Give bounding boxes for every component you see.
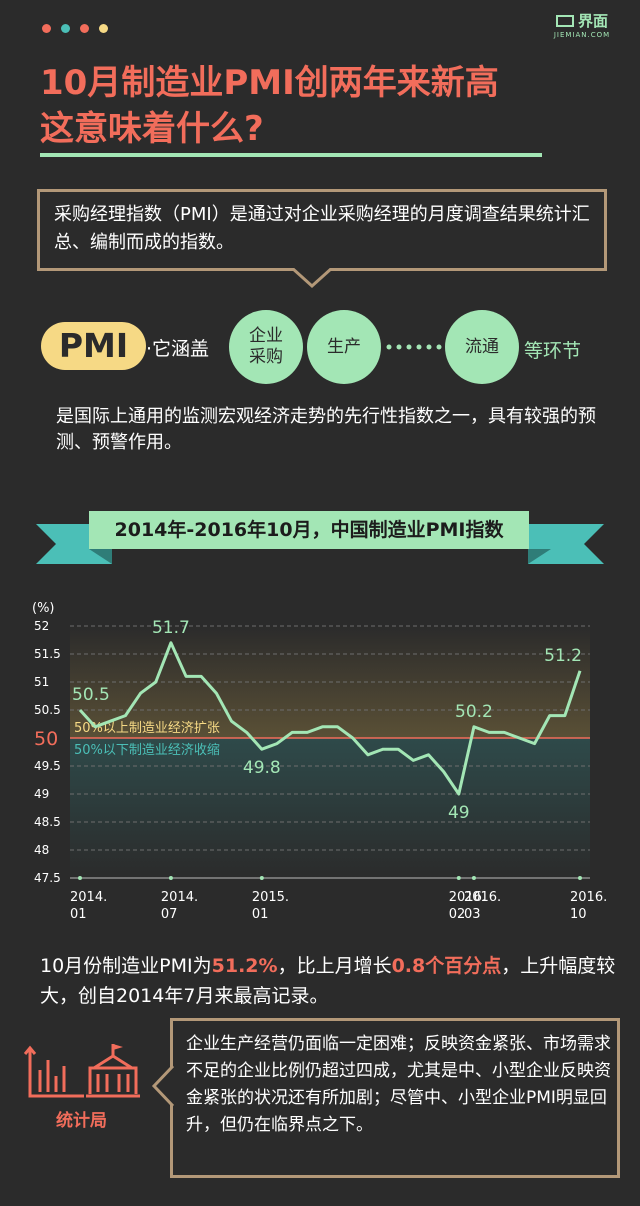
contraction-label: 50%以下制造业经济收缩 xyxy=(74,742,220,758)
y-tick-label: 48 xyxy=(34,843,49,857)
x-tick-label-month: 03 xyxy=(464,907,481,922)
summary-part-1: 10月份制造业PMI为 xyxy=(40,955,212,977)
logo-icon xyxy=(555,14,574,27)
jiemian-logo: 界面 JIEMIAN.COM xyxy=(551,10,613,39)
logo-text: 界面 xyxy=(577,12,608,30)
data-label: 51.2 xyxy=(544,646,582,666)
y-tick-label: 51 xyxy=(34,675,49,689)
summary-value-pmi: 51.2% xyxy=(211,955,278,977)
x-tick-label-month: 10 xyxy=(570,907,587,922)
x-tick-label-year: 2015. xyxy=(252,890,289,905)
x-tick-marker xyxy=(168,876,173,880)
y-axis-unit: (%) xyxy=(32,601,55,616)
circle-circulation: 流通 xyxy=(445,310,519,384)
circle-circulation-label: 流通 xyxy=(465,336,499,357)
tail-text: 等环节 xyxy=(524,340,582,362)
x-tick-marker xyxy=(259,876,264,880)
covers-text: ·它涵盖 xyxy=(146,338,210,360)
summary-value-increase: 0.8个百分点 xyxy=(391,955,502,977)
y-tick-label: 48.5 xyxy=(34,815,61,829)
expansion-label: 50%以上制造业经济扩张 xyxy=(74,721,220,736)
x-tick-marker xyxy=(78,876,82,880)
statistics-bureau-icon xyxy=(24,1044,140,1098)
summary-part-2: ，比上月增长 xyxy=(277,955,392,977)
x-tick-marker xyxy=(578,876,582,880)
note-text: 企业生产经营仍面临一定困难；反映资金紧张、市场需求不足的企业比例仍超过四成，尤其… xyxy=(186,1034,611,1135)
pmi-series-line xyxy=(78,641,582,796)
title-line-2: 这意味着什么? xyxy=(40,109,264,149)
page-title: 10月制造业PMI创两年来新高 这意味着什么? xyxy=(40,60,499,152)
pmi-line-chart: 47.5 48 48.5 49 49.5 50.5 51 51.5 52 50 50%以上制造业经济… xyxy=(32,601,607,922)
x-tick-label-month: 07 xyxy=(161,907,178,922)
note-pointer-icon xyxy=(151,1066,174,1106)
logo-subtext: JIEMIAN.COM xyxy=(553,31,611,39)
contraction-band xyxy=(70,738,590,878)
dot-3 xyxy=(80,24,89,33)
header-dots xyxy=(42,24,108,33)
summary-part-3: ，上升幅度较大，创自2014年7月来最高记录。 xyxy=(40,955,616,1007)
data-label: 50.2 xyxy=(455,702,493,722)
title-line-1: 10月制造业PMI创两年来新高 xyxy=(40,63,499,103)
circle-purchasing: 企业 采购 xyxy=(229,310,303,384)
data-label: 50.5 xyxy=(72,685,110,705)
x-tick-label-month: 01 xyxy=(252,907,269,922)
x-tick-label-year: 2016. xyxy=(464,890,501,905)
title-underline xyxy=(40,153,542,157)
pmi-pill: PMI xyxy=(41,322,146,370)
data-label: 51.7 xyxy=(152,618,190,638)
x-tick-label-year: 2014. xyxy=(70,890,107,905)
x-tick-label-year: 2016. xyxy=(449,890,486,905)
y-tick-label: 49 xyxy=(34,787,49,801)
x-tick-marker xyxy=(456,876,461,880)
x-tick-marker xyxy=(471,876,476,880)
dot-2 xyxy=(61,24,70,33)
y-tick-label: 51.5 xyxy=(34,647,61,661)
speech-pointer-icon xyxy=(292,268,332,289)
x-tick-label-year: 2014. xyxy=(161,890,198,905)
circle-purchasing-label: 企业 采购 xyxy=(249,326,283,367)
definition-text: 采购经理指数（PMI）是通过对企业采购经理的月度调查结果统计汇总、编制而成的指数… xyxy=(54,204,590,253)
x-tick-label-month: 01 xyxy=(70,907,87,922)
y-tick-label: 50.5 xyxy=(34,703,61,717)
y-tick-label: 47.5 xyxy=(34,871,61,885)
pmi-description: 是国际上通用的监测宏观经济走势的先行性指数之一，具有较强的预测、预警作用。 xyxy=(56,406,596,453)
summary-text: 10月份制造业PMI为51.2%，比上月增长0.8个百分点，上升幅度较大，创自2… xyxy=(40,951,620,1011)
x-tick-label-month: 02 xyxy=(449,907,466,922)
data-label: 49.8 xyxy=(243,758,281,778)
y-tick-label: 52 xyxy=(34,619,49,633)
bureau-label: 统计局 xyxy=(56,1111,107,1131)
chart-title: 2014年-2016年10月，中国制造业PMI指数 xyxy=(89,511,529,549)
data-label: 49 xyxy=(448,803,470,823)
threshold-label: 50 xyxy=(34,728,58,750)
x-tick-label-year: 2016. xyxy=(570,890,607,905)
dotted-connector-icon xyxy=(386,344,442,350)
dot-1 xyxy=(42,24,51,33)
dot-4 xyxy=(99,24,108,33)
circle-production: 生产 xyxy=(307,310,381,384)
circle-production-label: 生产 xyxy=(327,336,361,357)
y-tick-label: 49.5 xyxy=(34,759,61,773)
